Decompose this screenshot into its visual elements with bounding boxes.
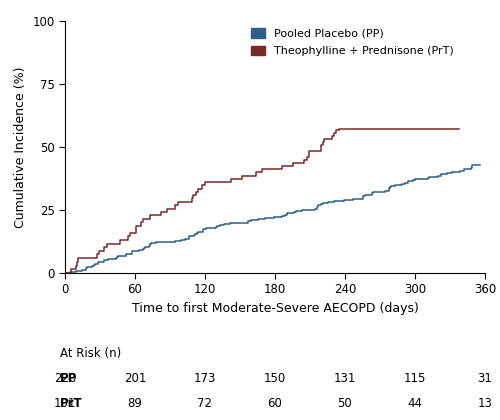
Legend: Pooled Placebo (PP), Theophylline + Prednisone (PrT): Pooled Placebo (PP), Theophylline + Pred… [247,24,458,60]
Text: 173: 173 [194,372,216,385]
Text: 50: 50 [338,397,352,410]
Text: 31: 31 [478,372,492,385]
Text: 101: 101 [54,397,76,410]
Text: 60: 60 [268,397,282,410]
Text: 72: 72 [198,397,212,410]
Text: 115: 115 [404,372,426,385]
Text: 201: 201 [124,372,146,385]
Text: 89: 89 [128,397,142,410]
Text: 13: 13 [478,397,492,410]
Text: At Risk (n): At Risk (n) [60,346,121,360]
Text: 220: 220 [54,372,76,385]
Y-axis label: Cumulative Incidence (%): Cumulative Incidence (%) [14,66,27,228]
Text: 44: 44 [408,397,422,410]
Text: PrT: PrT [60,397,82,410]
Text: 150: 150 [264,372,286,385]
Text: 131: 131 [334,372,356,385]
Text: PP: PP [60,372,77,385]
X-axis label: Time to first Moderate-Severe AECOPD (days): Time to first Moderate-Severe AECOPD (da… [132,302,418,315]
